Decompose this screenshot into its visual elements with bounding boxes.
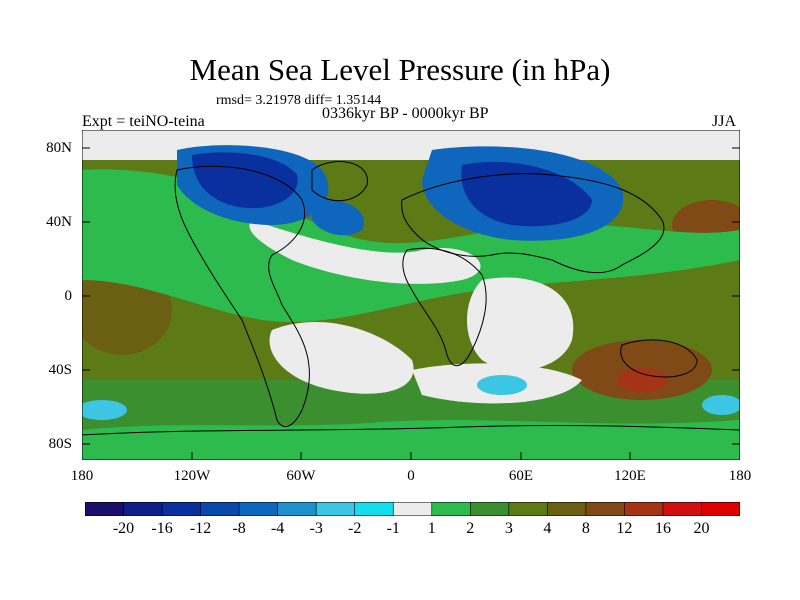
coastlines (82, 161, 740, 436)
colorbar-label: 20 (693, 520, 710, 537)
colorbar-cell (315, 502, 356, 516)
colorbar-cell (585, 502, 626, 516)
colorbar-cell (161, 502, 202, 516)
greenland-coast (311, 161, 368, 202)
experiment-label: Expt = teiNO-teina (82, 113, 205, 130)
colorbar-cell (200, 502, 240, 516)
lon-label-0: 0 (407, 468, 415, 484)
colorbar-label: -3 (309, 520, 323, 537)
lon-label-120e: 120E (614, 468, 646, 484)
lon-label-180e: 180 (728, 468, 752, 484)
colorbar-label: 12 (616, 520, 633, 537)
colorbar-label: -20 (112, 520, 135, 537)
colorbar-cell (662, 502, 703, 516)
colorbar-label: -16 (151, 520, 173, 537)
low-south-pacific (82, 400, 127, 420)
colorbar-cell (85, 502, 125, 516)
lon-label-120w: 120W (173, 468, 211, 484)
lat-label-80s: 80S (48, 436, 72, 452)
season-label: JJA (712, 113, 737, 130)
colorbar-label: -1 (386, 520, 400, 537)
africa-coast (402, 247, 487, 367)
colorbar-label: -12 (189, 520, 212, 537)
colorbar-label: 4 (543, 520, 552, 537)
colorbar-cell (123, 502, 163, 516)
colorbar-cell (508, 502, 549, 516)
weak-south-atlantic (269, 321, 414, 394)
antarctica-coast (82, 425, 740, 436)
americas-coast (174, 165, 310, 428)
lat-label-40s: 40S (48, 362, 72, 378)
lat-label-80n: 80N (46, 140, 72, 156)
period-label: 0336kyr BP - 0000kyr BP (322, 105, 489, 122)
low-southeast (702, 395, 740, 415)
colorbar-cell (624, 502, 664, 516)
colorbar-cell (392, 502, 433, 516)
colorbar-label: -2 (348, 520, 362, 537)
colorbar-label: 16 (654, 520, 671, 537)
colorbar-cell (277, 502, 317, 516)
colorbar-cell (354, 502, 395, 516)
colorbar-label: 2 (466, 520, 475, 537)
stats-line: rmsd= 3.21978 diff= 1.35144 (216, 93, 382, 108)
low-eurasia-core (461, 161, 592, 227)
low-south-indian (477, 375, 527, 395)
colorbar-label: -4 (270, 520, 285, 537)
eurasia-coast (401, 173, 665, 274)
weak-north-atlantic (249, 220, 481, 284)
map-ticks (82, 147, 740, 460)
lon-label-60e: 60E (508, 468, 534, 484)
colorbar-cell (469, 502, 510, 516)
lon-label-180w: 180 (70, 468, 94, 484)
australia-coast (620, 339, 698, 378)
lat-label-40n: 40N (46, 214, 72, 230)
colorbar-label: 8 (581, 520, 590, 537)
lat-label-0: 0 (64, 288, 73, 304)
low-atlantic (312, 199, 364, 236)
colorbar-cell (238, 502, 279, 516)
colorbar-cell (431, 502, 472, 516)
colorbar-label: -8 (232, 520, 246, 537)
colorbar-cell (547, 502, 587, 516)
colorbar (85, 502, 740, 516)
high-core (617, 368, 667, 392)
colorbar-cell (701, 502, 740, 516)
map-title: Mean Sea Level Pressure (in hPa) (189, 52, 611, 87)
weak-africa (467, 277, 574, 371)
pressure-map (82, 130, 740, 460)
colorbar-label: 1 (427, 520, 436, 537)
colorbar-label: 3 (504, 520, 513, 537)
lon-label-60w: 60W (286, 468, 316, 484)
